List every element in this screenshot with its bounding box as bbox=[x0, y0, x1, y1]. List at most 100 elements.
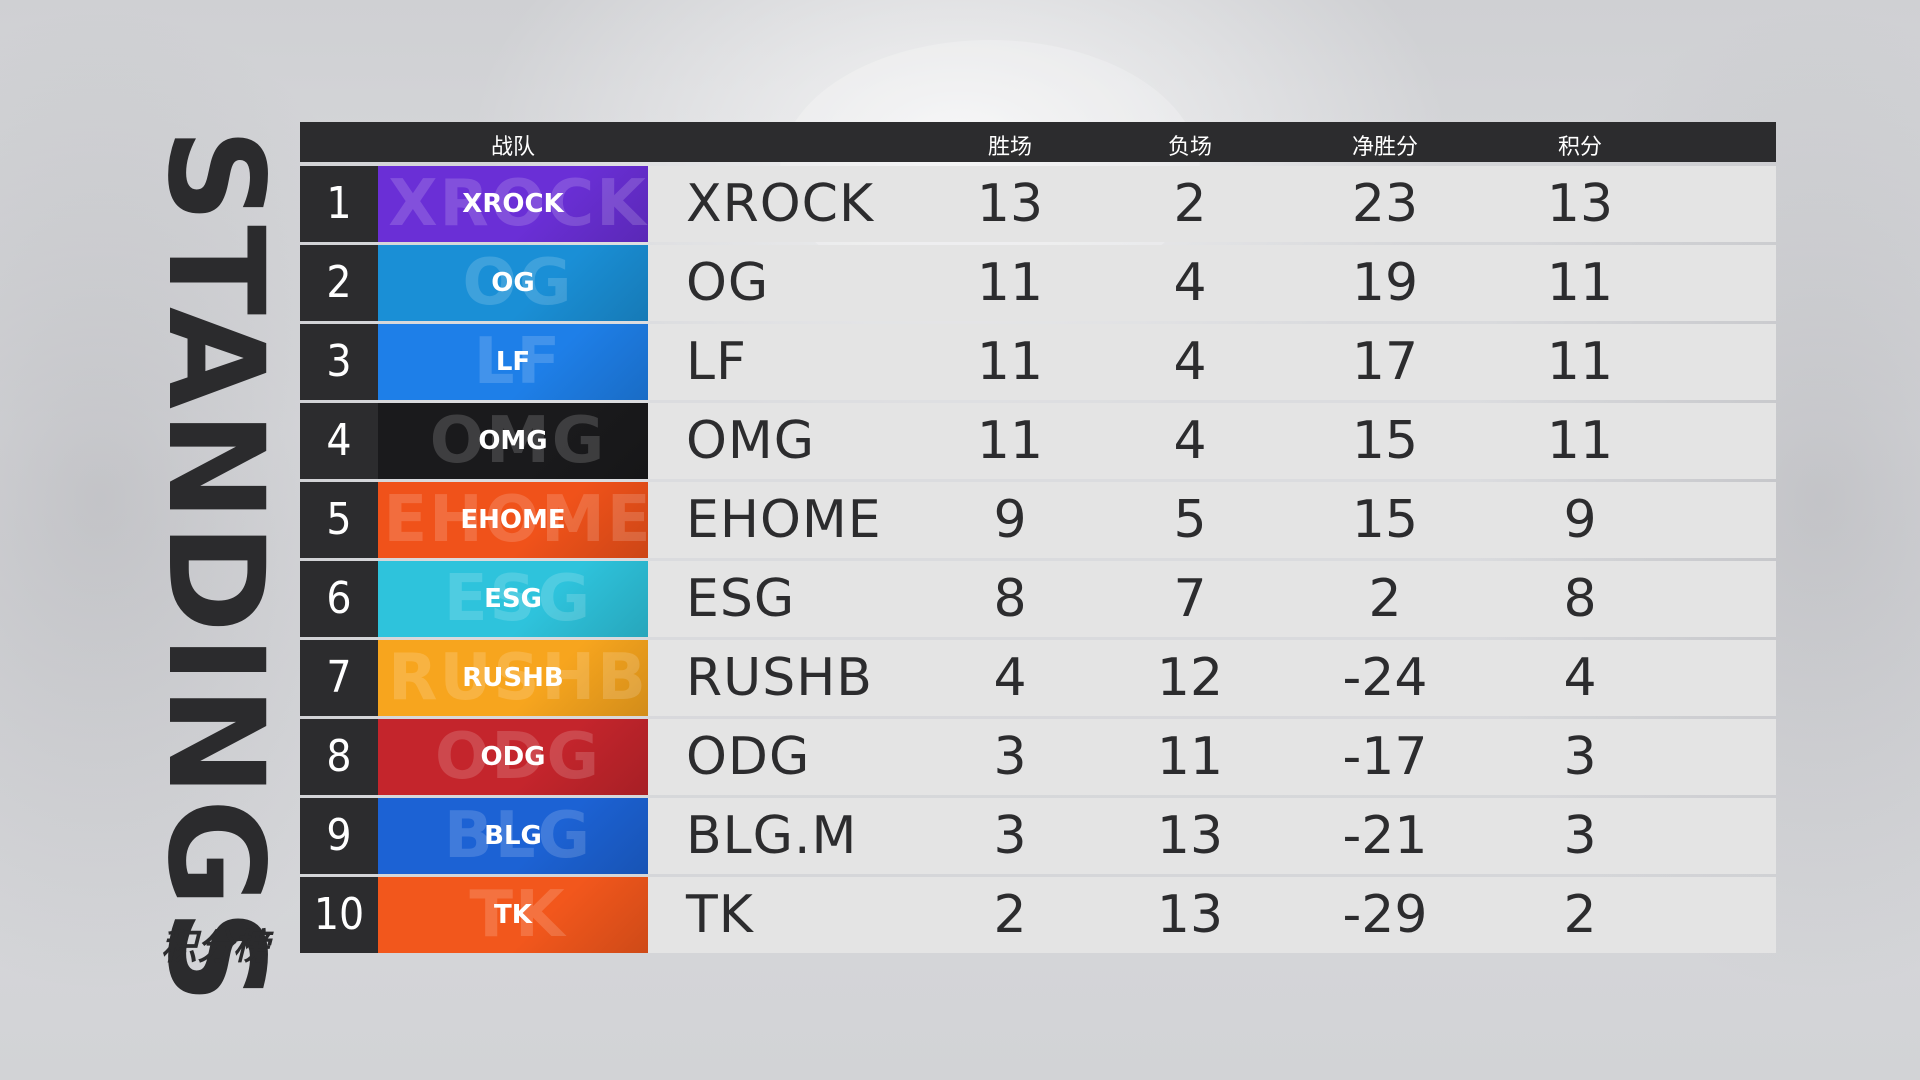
rank-cell: 1 bbox=[300, 166, 378, 242]
wins-cell: 3 bbox=[993, 727, 1027, 787]
table-row: 4 OMG OMG OMG 11 4 15 11 bbox=[300, 403, 1776, 479]
wins-cell: 13 bbox=[976, 174, 1044, 234]
team-logo: TK TK bbox=[378, 877, 648, 953]
header-diff: 净胜分 bbox=[1351, 135, 1418, 160]
team-logo-emblem: BLG bbox=[484, 821, 542, 851]
header-wins: 胜场 bbox=[987, 135, 1032, 160]
wins-cell: 11 bbox=[976, 332, 1044, 392]
diff-cell: -29 bbox=[1342, 885, 1428, 945]
team-logo-watermark: RUSHB bbox=[388, 641, 648, 715]
team-logo: XROCK XROCK bbox=[378, 166, 648, 242]
points-cell: 9 bbox=[1563, 490, 1597, 550]
points-cell: 11 bbox=[1546, 253, 1614, 313]
points-cell: 2 bbox=[1563, 885, 1597, 945]
team-logo-watermark: XROCK bbox=[388, 167, 648, 241]
team-logo-watermark: TK bbox=[469, 878, 567, 952]
table-row: 6 ESG ESG ESG 8 7 2 8 bbox=[300, 561, 1776, 637]
team-logo: LF LF bbox=[378, 324, 648, 400]
rank-cell: 7 bbox=[300, 640, 378, 716]
losses-cell: 5 bbox=[1173, 490, 1207, 550]
diff-cell: 15 bbox=[1351, 411, 1419, 471]
team-logo-emblem: LF bbox=[495, 347, 531, 377]
points-cell: 4 bbox=[1563, 648, 1597, 708]
rank-cell: 2 bbox=[300, 245, 378, 321]
rank-cell: 6 bbox=[300, 561, 378, 637]
wins-cell: 4 bbox=[993, 648, 1027, 708]
losses-cell: 12 bbox=[1156, 648, 1224, 708]
team-logo-watermark: ODG bbox=[434, 720, 602, 794]
standings-title: STANDINGS 积分榜 bbox=[138, 128, 292, 1006]
losses-cell: 7 bbox=[1173, 569, 1207, 629]
standings-title-cn: 积分榜 bbox=[160, 927, 269, 968]
table-row: 9 BLG BLG BLG.M 3 13 -21 3 bbox=[300, 798, 1776, 874]
losses-cell: 4 bbox=[1173, 332, 1207, 392]
wins-cell: 9 bbox=[993, 490, 1027, 550]
table-header: 战队 胜场 负场 净胜分 积分 bbox=[300, 122, 1776, 162]
table-row: 3 LF LF LF 11 4 17 11 bbox=[300, 324, 1776, 400]
team-name: OMG bbox=[686, 411, 816, 471]
team-logo: OMG OMG bbox=[378, 403, 648, 479]
team-logo-watermark: OG bbox=[462, 246, 574, 320]
points-cell: 11 bbox=[1546, 411, 1614, 471]
diff-cell: 15 bbox=[1351, 490, 1419, 550]
team-logo-emblem: EHOME bbox=[460, 505, 566, 535]
team-logo-emblem: RUSHB bbox=[462, 663, 564, 693]
losses-cell: 11 bbox=[1156, 727, 1224, 787]
rank-cell: 4 bbox=[300, 403, 378, 479]
team-logo: BLG BLG bbox=[378, 798, 648, 874]
team-name: LF bbox=[686, 332, 747, 392]
team-logo: ODG ODG bbox=[378, 719, 648, 795]
wins-cell: 11 bbox=[976, 253, 1044, 313]
standings-title-en: STANDINGS bbox=[138, 128, 292, 1007]
team-logo: OG OG bbox=[378, 245, 648, 321]
losses-cell: 13 bbox=[1156, 885, 1224, 945]
rank-cell: 9 bbox=[300, 798, 378, 874]
header-points: 积分 bbox=[1557, 135, 1602, 160]
team-name: RUSHB bbox=[686, 648, 873, 708]
points-cell: 3 bbox=[1563, 727, 1597, 787]
header-losses: 负场 bbox=[1167, 135, 1212, 160]
team-logo-watermark: ESG bbox=[443, 562, 593, 636]
table-row: 5 EHOME EHOME EHOME 9 5 15 9 bbox=[300, 482, 1776, 558]
team-logo-emblem: OMG bbox=[478, 426, 548, 456]
team-logo-watermark: EHOME bbox=[383, 483, 648, 557]
team-logo-emblem: XROCK bbox=[462, 189, 564, 219]
team-logo-emblem: ODG bbox=[480, 742, 546, 772]
diff-cell: 2 bbox=[1368, 569, 1402, 629]
table-body: 1 XROCK XROCK XROCK 13 2 23 13 2 OG OG OG 11 4 19 11 3 LF… bbox=[300, 166, 1776, 956]
team-name: TK bbox=[686, 885, 754, 945]
rank-cell: 10 bbox=[300, 877, 378, 953]
table-row: 10 TK TK TK 2 13 -29 2 bbox=[300, 877, 1776, 953]
diff-cell: 23 bbox=[1351, 174, 1419, 234]
team-logo: RUSHB RUSHB bbox=[378, 640, 648, 716]
team-logo-emblem: OG bbox=[491, 268, 535, 298]
wins-cell: 2 bbox=[993, 885, 1027, 945]
diff-cell: 17 bbox=[1351, 332, 1419, 392]
table-row: 2 OG OG OG 11 4 19 11 bbox=[300, 245, 1776, 321]
points-cell: 13 bbox=[1546, 174, 1614, 234]
standings-table: 战队 胜场 负场 净胜分 积分 1 XROCK XROCK XROCK 13 2 23 13 2… bbox=[300, 122, 1776, 954]
rank-cell: 5 bbox=[300, 482, 378, 558]
losses-cell: 13 bbox=[1156, 806, 1224, 866]
team-name: XROCK bbox=[686, 174, 875, 234]
diff-cell: 19 bbox=[1351, 253, 1419, 313]
team-name: ESG bbox=[686, 569, 796, 629]
table-row: 7 RUSHB RUSHB RUSHB 4 12 -24 4 bbox=[300, 640, 1776, 716]
table-row: 8 ODG ODG ODG 3 11 -17 3 bbox=[300, 719, 1776, 795]
points-cell: 3 bbox=[1563, 806, 1597, 866]
diff-cell: -17 bbox=[1342, 727, 1428, 787]
diff-cell: -24 bbox=[1342, 648, 1428, 708]
wins-cell: 11 bbox=[976, 411, 1044, 471]
points-cell: 8 bbox=[1563, 569, 1597, 629]
team-name: EHOME bbox=[686, 490, 882, 550]
table-row: 1 XROCK XROCK XROCK 13 2 23 13 bbox=[300, 166, 1776, 242]
losses-cell: 4 bbox=[1173, 253, 1207, 313]
rank-cell: 8 bbox=[300, 719, 378, 795]
diff-cell: -21 bbox=[1342, 806, 1428, 866]
header-team: 战队 bbox=[490, 135, 535, 160]
team-logo-watermark: OMG bbox=[429, 404, 607, 478]
team-logo: ESG ESG bbox=[378, 561, 648, 637]
rank-cell: 3 bbox=[300, 324, 378, 400]
team-logo-watermark: LF bbox=[473, 325, 563, 399]
team-logo-emblem: TK bbox=[494, 900, 532, 930]
